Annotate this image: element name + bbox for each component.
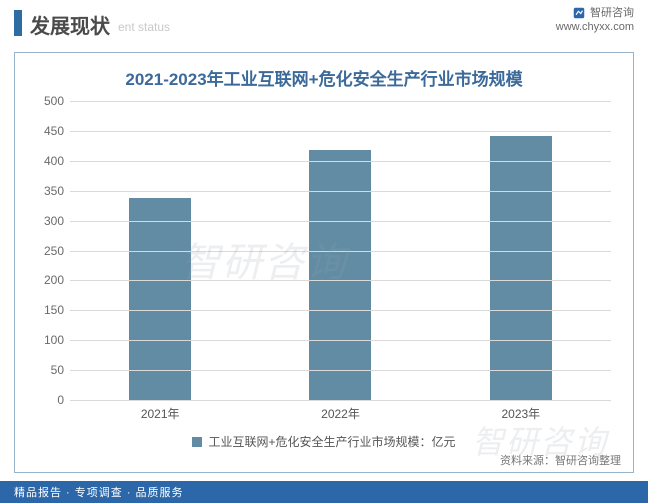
gridline bbox=[70, 251, 611, 252]
x-tick-label: 2023年 bbox=[431, 405, 611, 422]
legend-text: 工业互联网+危化安全生产行业市场规模：亿元 bbox=[208, 433, 455, 450]
header-accent-bar bbox=[14, 10, 22, 36]
page-header: 发展现状 ent status 智研咨询 www.chyxx.com bbox=[0, 0, 648, 48]
bar bbox=[490, 136, 552, 400]
y-tick-label: 0 bbox=[22, 393, 64, 407]
source-text: 资料来源：智研咨询整理 bbox=[500, 452, 621, 468]
x-tick-label: 2021年 bbox=[70, 405, 250, 422]
chart-container: 2021-2023年工业互联网+危化安全生产行业市场规模 05010015020… bbox=[14, 52, 634, 473]
y-tick-label: 100 bbox=[22, 333, 64, 347]
gridline bbox=[70, 340, 611, 341]
page-footer: 精品报告 · 专项调查 · 品质服务 bbox=[0, 481, 648, 503]
brand-name: 智研咨询 bbox=[590, 6, 634, 20]
chart-title: 2021-2023年工业互联网+危化安全生产行业市场规模 bbox=[15, 53, 633, 96]
gridline bbox=[70, 221, 611, 222]
chart-legend: 工业互联网+危化安全生产行业市场规模：亿元 bbox=[15, 433, 633, 450]
x-tick-label: 2022年 bbox=[250, 405, 430, 422]
gridline bbox=[70, 400, 611, 401]
x-axis-labels: 2021年2022年2023年 bbox=[70, 405, 611, 422]
y-tick-label: 300 bbox=[22, 214, 64, 228]
y-tick-label: 500 bbox=[22, 94, 64, 108]
y-tick-label: 350 bbox=[22, 184, 64, 198]
y-tick-label: 200 bbox=[22, 273, 64, 287]
bar bbox=[309, 150, 371, 400]
header-subtitle: ent status bbox=[118, 20, 170, 34]
brand-block: 智研咨询 www.chyxx.com bbox=[556, 6, 634, 35]
brand-url: www.chyxx.com bbox=[556, 20, 634, 34]
gridline bbox=[70, 310, 611, 311]
chart-plot-area: 050100150200250300350400450500 bbox=[70, 101, 611, 400]
brand-icon bbox=[572, 6, 586, 20]
y-tick-label: 250 bbox=[22, 244, 64, 258]
gridline bbox=[70, 161, 611, 162]
y-tick-label: 450 bbox=[22, 124, 64, 138]
gridline bbox=[70, 131, 611, 132]
y-tick-label: 50 bbox=[22, 363, 64, 377]
footer-text: 精品报告 · 专项调查 · 品质服务 bbox=[14, 484, 184, 500]
gridline bbox=[70, 101, 611, 102]
gridline bbox=[70, 191, 611, 192]
header-title: 发展现状 bbox=[30, 10, 110, 39]
gridline bbox=[70, 280, 611, 281]
y-tick-label: 400 bbox=[22, 154, 64, 168]
gridline bbox=[70, 370, 611, 371]
legend-swatch bbox=[192, 437, 202, 447]
y-tick-label: 150 bbox=[22, 303, 64, 317]
